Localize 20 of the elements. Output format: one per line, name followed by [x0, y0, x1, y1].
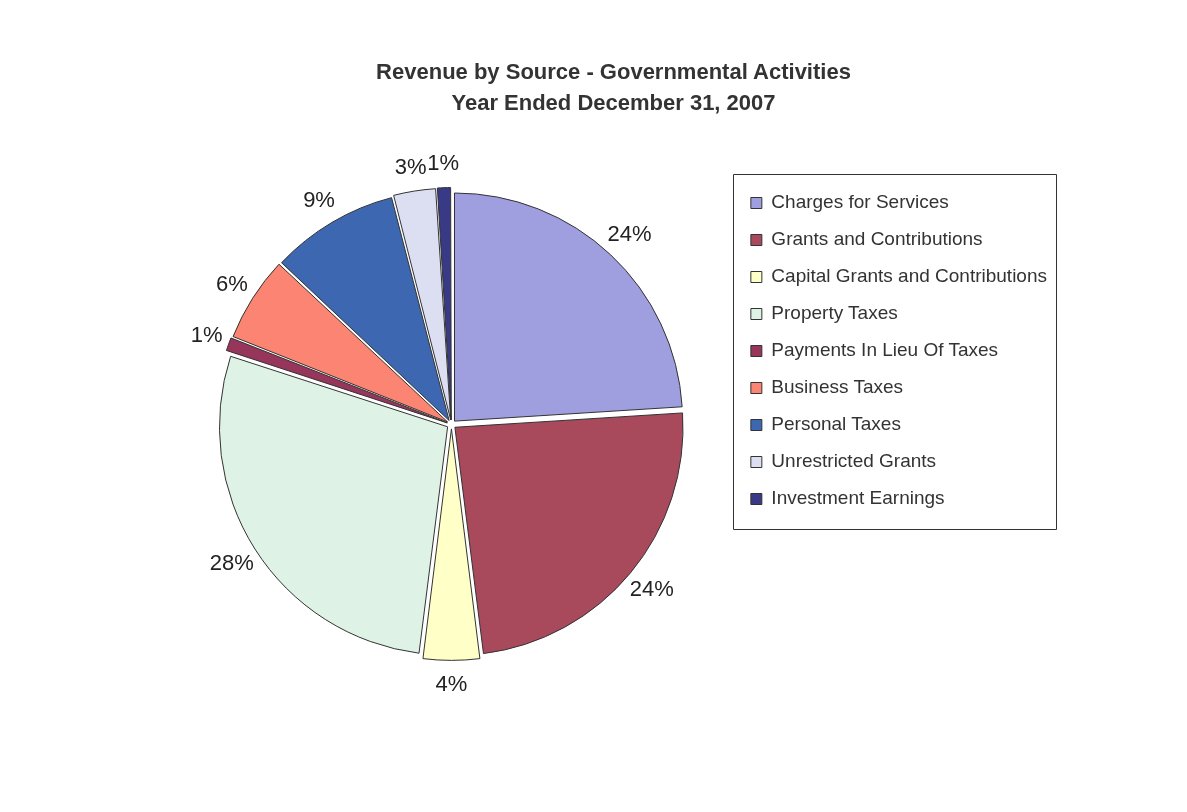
legend-label: Unrestricted Grants [771, 450, 937, 472]
legend-label: Property Taxes [771, 302, 898, 324]
data-label: 4% [435, 670, 468, 696]
legend-label: Grants and Contributions [771, 228, 983, 250]
legend-label: Business Taxes [771, 376, 904, 398]
data-label: 1% [190, 322, 223, 348]
data-label: 3% [394, 153, 427, 179]
legend-label: Payments In Lieu Of Taxes [771, 339, 999, 361]
data-label: 28% [209, 549, 254, 575]
legend-label: Personal Taxes [771, 413, 901, 435]
data-label: 6% [215, 271, 248, 297]
data-label: 24% [607, 220, 652, 246]
data-label: 24% [629, 576, 674, 602]
chart-title: Revenue by Source - Governmental Activities [376, 59, 851, 85]
data-label: 9% [303, 186, 335, 212]
legend-label: Charges for Services [771, 191, 949, 213]
legend-label: Capital Grants and Contributions [771, 265, 1048, 287]
chart-subtitle: Year Ended December 31, 2007 [451, 89, 776, 115]
data-label: 1% [427, 150, 460, 176]
legend-label: Investment Earnings [771, 487, 945, 509]
